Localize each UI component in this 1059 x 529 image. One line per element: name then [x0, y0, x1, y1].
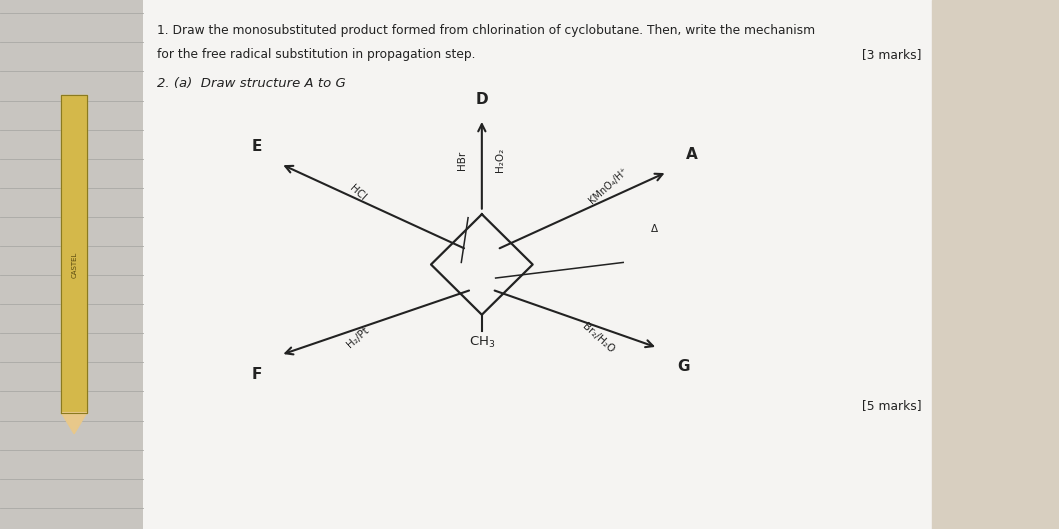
- Polygon shape: [932, 0, 1059, 529]
- Text: Br₂/H₂O: Br₂/H₂O: [580, 321, 616, 355]
- Text: [3 marks]: [3 marks]: [862, 48, 921, 61]
- Text: CASTEL: CASTEL: [71, 251, 77, 278]
- Polygon shape: [61, 95, 87, 413]
- Text: KMnO₄/H⁺: KMnO₄/H⁺: [588, 166, 630, 205]
- Polygon shape: [61, 413, 87, 434]
- Text: 2. (a)  Draw structure A to G: 2. (a) Draw structure A to G: [157, 77, 345, 90]
- Text: [5 marks]: [5 marks]: [862, 399, 921, 413]
- Text: F: F: [251, 367, 262, 381]
- Text: G: G: [677, 360, 689, 375]
- Text: 1. Draw the monosubstituted product formed from chlorination of cyclobutane. The: 1. Draw the monosubstituted product form…: [157, 24, 814, 37]
- Text: E: E: [251, 140, 262, 154]
- Text: HBr: HBr: [457, 150, 467, 170]
- Text: A: A: [686, 148, 698, 162]
- Text: HCl: HCl: [348, 183, 369, 203]
- Text: H₂O₂: H₂O₂: [495, 148, 504, 172]
- Text: Δ: Δ: [651, 224, 658, 234]
- Text: D: D: [475, 93, 488, 107]
- FancyBboxPatch shape: [143, 0, 1059, 529]
- FancyBboxPatch shape: [0, 0, 143, 529]
- Text: CH$_3$: CH$_3$: [469, 335, 495, 350]
- Text: H₂/Pt: H₂/Pt: [345, 325, 371, 350]
- Text: for the free radical substitution in propagation step.: for the free radical substitution in pro…: [157, 48, 475, 61]
